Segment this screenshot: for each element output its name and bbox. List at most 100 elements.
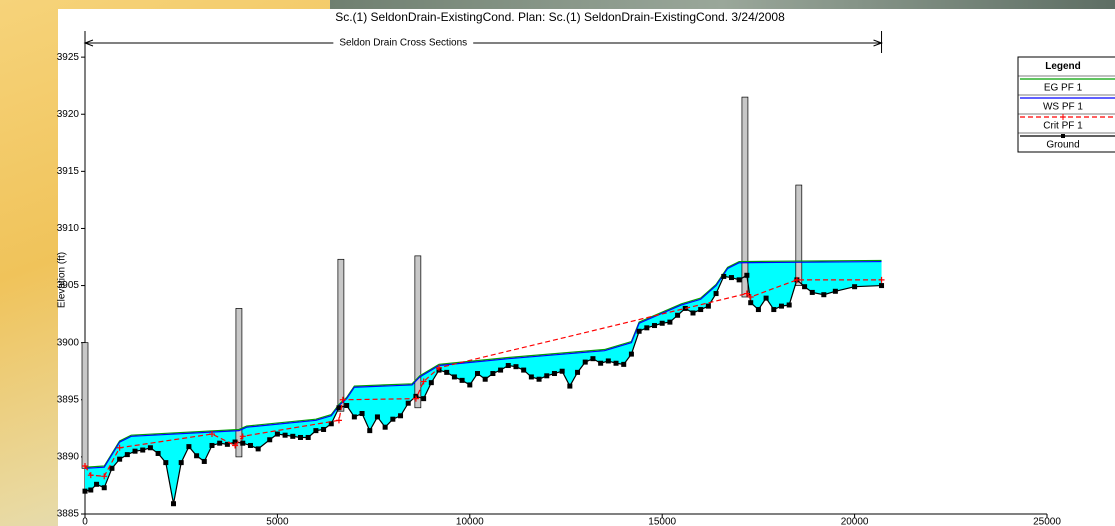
ground-point — [133, 449, 138, 454]
ground-point — [721, 274, 726, 279]
ground-point — [787, 302, 792, 307]
y-tick-label: 3920 — [57, 109, 80, 120]
ground-point — [248, 443, 253, 448]
legend-label: EG PF 1 — [1044, 83, 1083, 94]
structure — [796, 185, 802, 286]
x-tick-label: 15000 — [648, 517, 676, 526]
ground-point — [590, 356, 595, 361]
ground-point — [148, 445, 153, 450]
structure — [415, 256, 421, 408]
chart-title: Sc.(1) SeldonDrain-ExistingCond. Plan: S… — [335, 10, 785, 24]
ground-point — [163, 460, 168, 465]
ground-point — [606, 358, 611, 363]
ground-point — [575, 370, 580, 375]
ground-point — [179, 460, 184, 465]
ground-point — [675, 313, 680, 318]
ground-point — [748, 300, 753, 305]
ground-point — [452, 374, 457, 379]
x-tick-label: 0 — [82, 517, 88, 526]
annotation-text: Seldon Drain Cross Sections — [339, 38, 467, 49]
ground-point — [306, 435, 311, 440]
ground-point — [621, 362, 626, 367]
ground-point — [513, 364, 518, 369]
y-tick-label: 3895 — [57, 394, 80, 405]
ground-point — [275, 432, 280, 437]
ground-point — [667, 320, 672, 325]
ground-point — [652, 323, 657, 328]
x-tick-label: 20000 — [841, 517, 869, 526]
ground-point — [83, 489, 88, 494]
ground-point — [298, 435, 303, 440]
y-tick-label: 3915 — [57, 166, 80, 177]
ground-point — [194, 453, 199, 458]
ground-point — [506, 363, 511, 368]
ground-point — [833, 289, 838, 294]
structure — [82, 343, 88, 469]
ground-point — [475, 371, 480, 376]
legend-label: WS PF 1 — [1043, 102, 1083, 113]
ground-point — [290, 434, 295, 439]
ground-point — [390, 417, 395, 422]
ground-point — [483, 377, 488, 382]
ground-point — [240, 441, 245, 446]
ground-point — [360, 411, 365, 416]
ground-point — [156, 451, 161, 456]
chart: Sc.(1) SeldonDrain-ExistingCond. Plan: S… — [0, 0, 1115, 526]
ground-point — [744, 273, 749, 278]
ground-point — [321, 427, 326, 432]
ground-point — [460, 378, 465, 383]
legend-label: Crit PF 1 — [1043, 121, 1083, 132]
structure — [742, 97, 748, 297]
ground-point — [117, 457, 122, 462]
ground-point — [637, 329, 642, 334]
ground-point — [256, 446, 261, 451]
ground-point — [706, 304, 711, 309]
ground-point — [444, 370, 449, 375]
ground-point — [690, 310, 695, 315]
ground-point — [421, 396, 426, 401]
ground-point — [698, 307, 703, 312]
legend-label: Ground — [1046, 140, 1079, 151]
structure — [236, 308, 242, 456]
y-tick-label: 3905 — [57, 280, 80, 291]
ground-point — [629, 352, 634, 357]
ground-point — [583, 360, 588, 365]
y-tick-label: 3910 — [57, 223, 80, 234]
ground-point — [383, 425, 388, 430]
x-tick-label: 10000 — [456, 517, 484, 526]
ground-point — [598, 361, 603, 366]
ground-point — [644, 325, 649, 330]
ground-point — [352, 414, 357, 419]
ground-point — [810, 290, 815, 295]
structure — [338, 259, 344, 411]
y-tick-label: 3900 — [57, 337, 80, 348]
y-tick-label: 3885 — [57, 509, 80, 520]
x-tick-label: 25000 — [1033, 517, 1061, 526]
x-tick-label: 5000 — [266, 517, 289, 526]
page: {"chart_data": { "type": "line", "title"… — [0, 0, 1115, 526]
ground-point — [802, 284, 807, 289]
legend-title: Legend — [1045, 61, 1081, 72]
ground-point — [490, 371, 495, 376]
ground-point — [737, 277, 742, 282]
ground-point — [756, 307, 761, 312]
ground-point — [537, 377, 542, 382]
ground-point — [764, 296, 769, 301]
ground-point — [852, 284, 857, 289]
ground-point — [375, 414, 380, 419]
ground-point — [186, 444, 191, 449]
ground-point — [398, 413, 403, 418]
ground-point — [209, 443, 214, 448]
ground-point — [125, 452, 130, 457]
ground-point — [283, 433, 288, 438]
ground-point — [406, 401, 411, 406]
ground-point — [552, 371, 557, 376]
ground-point — [544, 373, 549, 378]
ground-point — [521, 368, 526, 373]
top-strip — [330, 0, 1115, 9]
plot-background — [58, 9, 1115, 526]
legend-marker — [1061, 134, 1065, 138]
ground-point — [879, 283, 884, 288]
ground-point — [498, 368, 503, 373]
ground-point — [467, 382, 472, 387]
